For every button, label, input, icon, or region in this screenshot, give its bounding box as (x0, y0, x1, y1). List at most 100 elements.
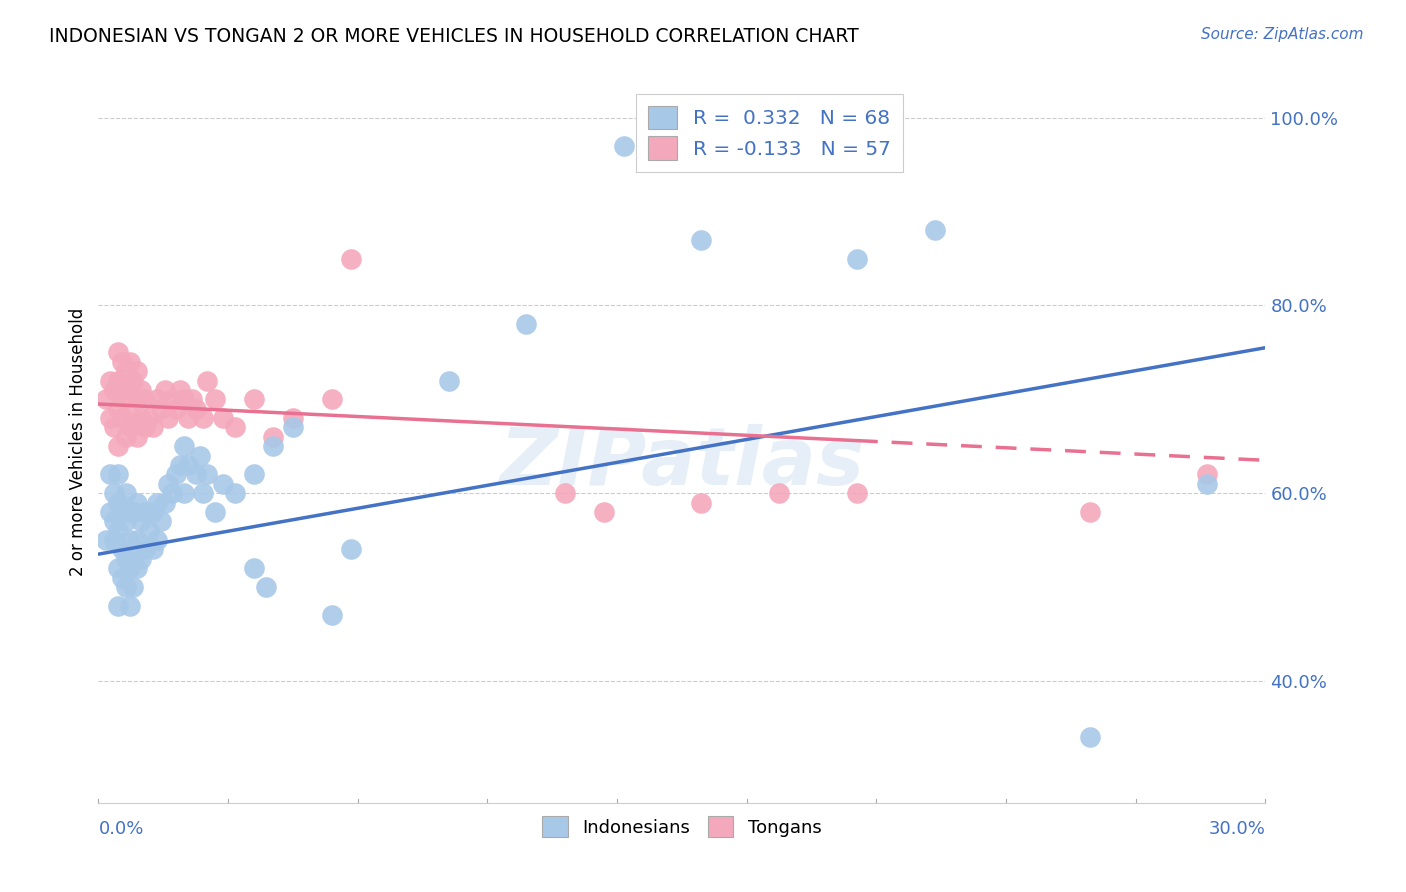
Point (184, 467, 207, 482)
Point (146, 495, 169, 509)
Point (262, 439, 284, 453)
Point (111, 571, 134, 585)
Point (118, 505, 141, 519)
Point (281, 420, 304, 434)
Point (262, 430, 284, 444)
Point (118, 599, 141, 613)
Point (193, 486, 215, 500)
Point (122, 505, 145, 519)
Point (127, 561, 149, 575)
Point (846, 486, 869, 500)
Point (127, 364, 149, 378)
Legend: Indonesians, Tongans: Indonesians, Tongans (536, 809, 828, 845)
Point (149, 401, 172, 416)
Point (157, 476, 180, 491)
Point (204, 392, 226, 407)
Point (184, 401, 207, 416)
Point (118, 383, 141, 397)
Point (127, 495, 149, 509)
Point (554, 486, 576, 500)
Point (114, 364, 136, 378)
Point (340, 542, 363, 557)
Point (212, 476, 235, 491)
Point (162, 486, 184, 500)
Text: INDONESIAN VS TONGAN 2 OR MORE VEHICLES IN HOUSEHOLD CORRELATION CHART: INDONESIAN VS TONGAN 2 OR MORE VEHICLES … (49, 27, 859, 45)
Point (111, 505, 134, 519)
Point (281, 411, 304, 425)
Point (96, 533, 118, 547)
Point (111, 383, 134, 397)
Point (122, 580, 145, 594)
Point (122, 374, 145, 388)
Point (157, 411, 180, 425)
Point (224, 420, 246, 434)
Point (98, 374, 121, 388)
Point (162, 392, 184, 407)
Text: 0.0%: 0.0% (98, 820, 143, 838)
Point (169, 383, 191, 397)
Point (593, 505, 616, 519)
Point (103, 383, 125, 397)
Point (107, 561, 129, 575)
Point (321, 608, 343, 623)
Point (146, 533, 169, 547)
Point (243, 392, 266, 407)
Point (173, 439, 195, 453)
Point (613, 139, 636, 153)
Point (129, 383, 152, 397)
Point (1080, 730, 1102, 744)
Point (129, 551, 152, 566)
Point (134, 420, 156, 434)
Point (114, 430, 136, 444)
Point (146, 392, 169, 407)
Point (254, 580, 277, 594)
Point (118, 355, 141, 369)
Point (103, 514, 125, 528)
Point (169, 458, 191, 472)
Point (204, 505, 226, 519)
Point (1195, 467, 1218, 482)
Point (107, 524, 129, 538)
Point (180, 392, 202, 407)
Point (768, 486, 790, 500)
Point (243, 467, 266, 482)
Point (177, 411, 200, 425)
Point (127, 533, 149, 547)
Point (1195, 476, 1218, 491)
Point (114, 486, 136, 500)
Point (103, 533, 125, 547)
Point (212, 411, 235, 425)
Point (103, 420, 125, 434)
Point (111, 542, 134, 557)
Point (195, 467, 218, 482)
Point (127, 392, 149, 407)
Point (107, 439, 129, 453)
Point (437, 374, 460, 388)
Point (118, 420, 141, 434)
Point (846, 252, 869, 266)
Point (173, 392, 195, 407)
Point (690, 495, 713, 509)
Point (134, 542, 156, 557)
Point (129, 411, 152, 425)
Point (134, 392, 156, 407)
Point (111, 355, 134, 369)
Point (173, 486, 195, 500)
Point (224, 486, 246, 500)
Point (122, 411, 145, 425)
Text: ZIPatlas: ZIPatlas (499, 425, 865, 502)
Point (142, 542, 165, 557)
Point (142, 505, 165, 519)
Text: Source: ZipAtlas.com: Source: ZipAtlas.com (1201, 27, 1364, 42)
Point (243, 561, 266, 575)
Point (107, 495, 129, 509)
Point (924, 223, 946, 237)
Point (142, 420, 165, 434)
Point (118, 561, 141, 575)
Point (107, 345, 129, 359)
Point (138, 411, 160, 425)
Point (107, 401, 129, 416)
Point (153, 495, 176, 509)
Point (107, 599, 129, 613)
Point (114, 551, 136, 566)
